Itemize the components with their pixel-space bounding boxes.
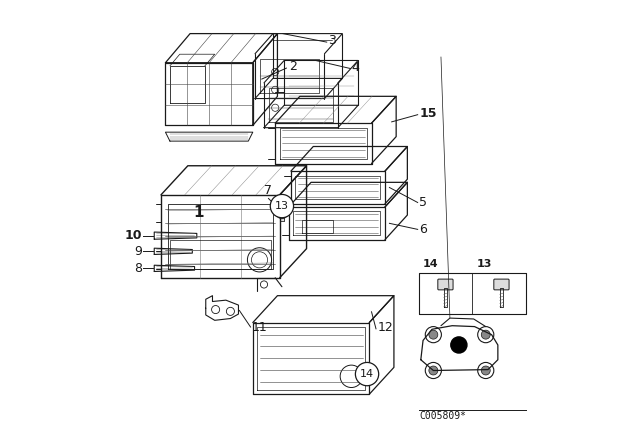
Text: 2: 2: [289, 60, 296, 73]
Text: 11: 11: [252, 320, 268, 334]
Text: 10: 10: [124, 229, 141, 242]
Text: 4: 4: [352, 60, 360, 74]
Text: 6: 6: [419, 223, 428, 236]
Circle shape: [270, 194, 294, 218]
Circle shape: [355, 362, 379, 386]
Text: 13: 13: [275, 201, 289, 211]
Text: 1: 1: [194, 205, 204, 220]
Circle shape: [477, 327, 494, 343]
Circle shape: [276, 207, 288, 219]
FancyBboxPatch shape: [494, 279, 509, 290]
Circle shape: [451, 337, 467, 353]
Circle shape: [425, 327, 442, 343]
Circle shape: [429, 366, 438, 375]
Text: 8: 8: [134, 262, 141, 275]
Text: 14: 14: [423, 259, 438, 269]
Circle shape: [481, 366, 490, 375]
Circle shape: [425, 362, 442, 379]
Circle shape: [481, 330, 490, 339]
Text: 13: 13: [477, 259, 492, 269]
Text: 14: 14: [360, 369, 374, 379]
FancyBboxPatch shape: [438, 279, 453, 290]
Circle shape: [429, 330, 438, 339]
Text: 9: 9: [134, 245, 141, 258]
Text: C005809*: C005809*: [419, 411, 467, 421]
Text: 5: 5: [419, 196, 428, 209]
Text: 12: 12: [378, 321, 393, 335]
Text: 3: 3: [328, 34, 336, 47]
Text: 15: 15: [419, 107, 437, 120]
Text: 7: 7: [264, 184, 271, 197]
Circle shape: [477, 362, 494, 379]
